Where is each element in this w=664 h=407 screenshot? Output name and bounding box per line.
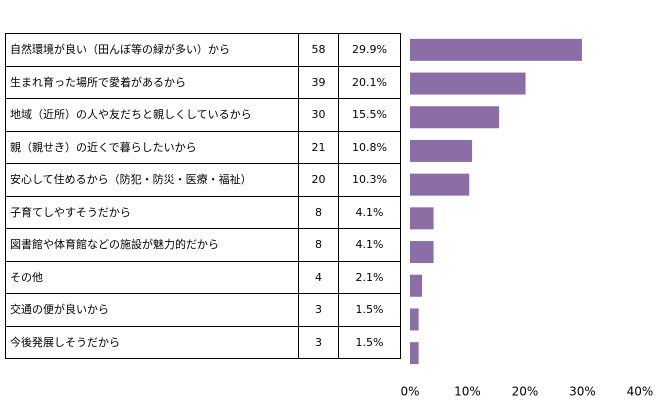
category-label: 今後発展しそうだから <box>5 325 299 359</box>
table-row: 安心して住めるから（防犯・防災・医療・福祉） 20 10.3% <box>5 163 401 197</box>
value-label: 20.1% <box>338 65 401 99</box>
table-row: 子育てしやすそうだから 8 4.1% <box>5 195 401 229</box>
value-label: 10.8% <box>338 130 401 164</box>
data-table: 自然環境が良い（田んぼ等の緑が多い）から 58 29.9% 生まれ育った場所で愛着があ… <box>5 33 401 359</box>
bar <box>410 173 470 196</box>
value-label: 1.5% <box>338 325 401 359</box>
bar <box>410 38 582 61</box>
category-label: 生まれ育った場所で愛着があるから <box>5 65 299 99</box>
count: 20 <box>298 163 339 197</box>
table-row: 自然環境が良い（田んぼ等の緑が多い）から 58 29.9% <box>5 33 401 67</box>
table-row: 今後発展しそうだから 3 1.5% <box>5 325 401 359</box>
category-label: 図書館や体育館などの施設が魅力的だから <box>5 228 299 262</box>
bar <box>410 274 423 297</box>
count: 30 <box>298 98 339 132</box>
count: 58 <box>298 33 339 67</box>
count: 8 <box>298 195 339 229</box>
category-label: 親（親せき）の近くで暮らしたいから <box>5 130 299 164</box>
bar <box>410 308 419 331</box>
table-row: その他 4 2.1% <box>5 260 401 294</box>
bar <box>410 139 473 162</box>
x-tick-label: 20% <box>512 385 539 399</box>
table-row: 親（親せき）の近くで暮らしたいから 21 10.8% <box>5 130 401 164</box>
category-label: 子育てしやすそうだから <box>5 195 299 229</box>
category-label: 地域（近所）の人や友だちと親しくしているから <box>5 98 299 132</box>
value-label: 4.1% <box>338 228 401 262</box>
table-row: 生まれ育った場所で愛着があるから 39 20.1% <box>5 65 401 99</box>
count: 3 <box>298 293 339 327</box>
count: 4 <box>298 260 339 294</box>
x-tick-label: 40% <box>627 385 654 399</box>
category-label: その他 <box>5 260 299 294</box>
bar <box>410 106 500 129</box>
bar <box>410 207 434 230</box>
table-row: 図書館や体育館などの施設が魅力的だから 8 4.1% <box>5 228 401 262</box>
x-tick-label: 0% <box>400 385 419 399</box>
category-label: 自然環境が良い（田んぼ等の緑が多い）から <box>5 33 299 67</box>
bar <box>410 72 526 95</box>
table-row: 地域（近所）の人や友だちと親しくしているから 30 15.5% <box>5 98 401 132</box>
category-label: 安心して住めるから（防犯・防災・医療・福祉） <box>5 163 299 197</box>
bar <box>410 342 419 365</box>
x-tick-label: 10% <box>454 385 481 399</box>
value-label: 4.1% <box>338 195 401 229</box>
x-tick-label: 30% <box>569 385 596 399</box>
value-label: 15.5% <box>338 98 401 132</box>
value-label: 10.3% <box>338 163 401 197</box>
bar <box>410 241 434 264</box>
